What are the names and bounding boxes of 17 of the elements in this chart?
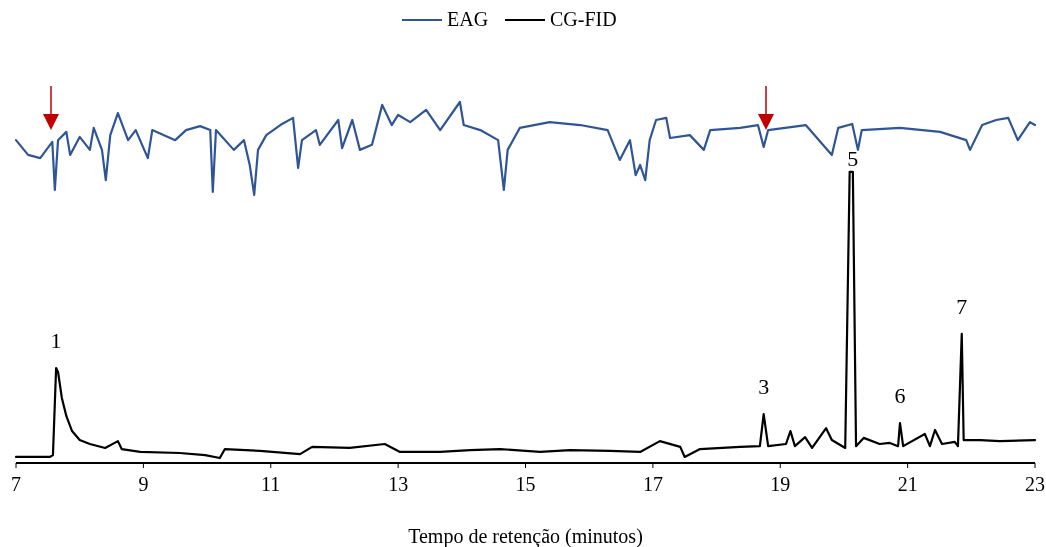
x-tick-label: 19: [770, 473, 791, 495]
x-axis-title: Tempo de retenção (minutos): [408, 525, 643, 547]
x-tick-label: 15: [515, 473, 536, 495]
x-tick-label: 9: [138, 473, 149, 495]
annotation: 5: [847, 145, 859, 171]
x-tick-label: 23: [1025, 473, 1045, 495]
x-tick-label: 7: [11, 473, 21, 495]
x-tick-label: 21: [897, 473, 918, 495]
x-tick-label: 11: [261, 473, 281, 495]
annotation: 7: [956, 293, 968, 319]
legend-label: EAG: [447, 8, 489, 30]
legend-label: CG-FID: [550, 8, 617, 30]
annotation: 6: [894, 383, 906, 409]
annotation: 1: [50, 328, 62, 354]
annotation: 3: [758, 374, 770, 400]
x-tick-label: 17: [642, 473, 663, 495]
x-tick-label: 13: [388, 473, 409, 495]
